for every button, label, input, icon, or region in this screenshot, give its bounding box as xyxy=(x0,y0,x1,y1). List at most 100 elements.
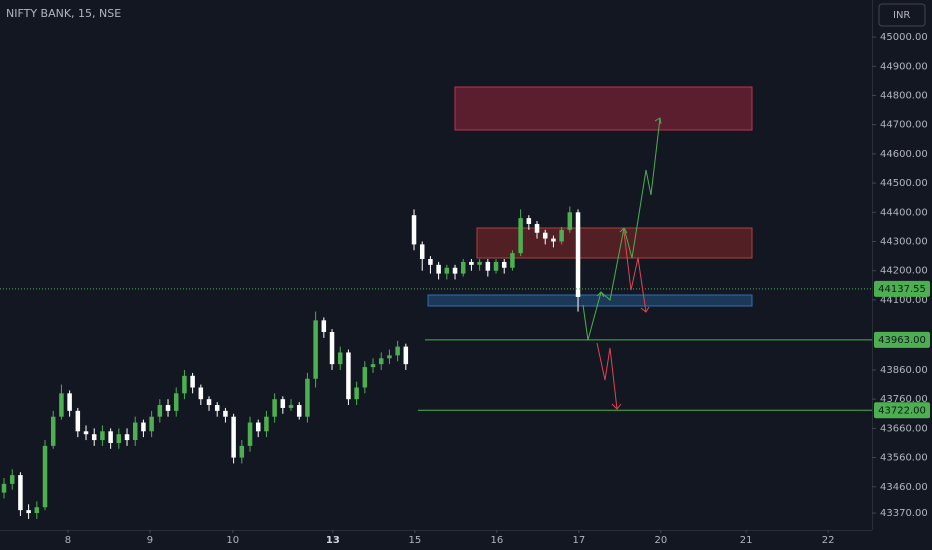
y-tick-label: 44700.00 xyxy=(880,120,928,131)
candle-body xyxy=(173,393,179,411)
candle-body xyxy=(296,405,302,417)
candle-body xyxy=(50,416,56,446)
candle-body xyxy=(91,434,97,441)
candle-body xyxy=(501,261,507,268)
y-tick-label: 44600.00 xyxy=(880,149,928,160)
candle-body xyxy=(239,445,245,458)
arrow-head xyxy=(611,403,622,410)
candle-body xyxy=(460,261,466,274)
arrow-head xyxy=(619,227,628,234)
candle-body xyxy=(116,434,122,443)
candle-body xyxy=(206,399,212,406)
candle-body xyxy=(182,375,187,394)
candle-body xyxy=(485,261,491,271)
candle-body xyxy=(231,416,236,458)
candle-body xyxy=(1,483,7,493)
candle-body xyxy=(477,261,482,265)
candle-body xyxy=(132,422,138,441)
candle-body xyxy=(67,393,72,411)
arrow-head xyxy=(640,306,650,313)
candle-body xyxy=(551,238,556,242)
supply-zone xyxy=(454,86,753,131)
candle-body xyxy=(272,399,277,417)
candle-body xyxy=(419,244,425,260)
candle-body xyxy=(247,422,253,446)
candle-body xyxy=(83,431,89,435)
y-tick-label: 43370.00 xyxy=(880,508,928,519)
candle-body xyxy=(198,387,204,400)
candle-body xyxy=(59,393,64,417)
candle-body xyxy=(42,445,48,508)
candle-body xyxy=(34,507,40,514)
candle-body xyxy=(403,346,409,365)
candle-body xyxy=(157,405,163,417)
x-tick-label: 9 xyxy=(147,535,153,546)
support-zone xyxy=(427,294,753,307)
x-tick-label: 20 xyxy=(654,535,667,546)
candle-body xyxy=(141,422,146,432)
candle-body xyxy=(329,332,335,365)
candle-body xyxy=(436,264,441,274)
y-tick-label: 44200.00 xyxy=(880,266,928,277)
y-tick-label: 44800.00 xyxy=(880,90,928,101)
y-tick-label: 43860.00 xyxy=(880,365,928,376)
candle-body xyxy=(214,405,220,411)
candle-body xyxy=(510,253,515,268)
candle-body xyxy=(280,399,286,408)
currency-button[interactable] xyxy=(878,3,926,27)
level-tag xyxy=(874,402,930,419)
candle-body xyxy=(288,405,294,408)
y-tick-label: 44900.00 xyxy=(880,61,928,72)
x-tick-label: 22 xyxy=(822,535,835,546)
candle-body xyxy=(362,367,368,388)
candle-body xyxy=(190,375,195,388)
x-tick-label: 10 xyxy=(226,535,239,546)
candle-body xyxy=(321,320,327,333)
y-tick-label: 44100.00 xyxy=(880,295,928,306)
level-label: 43722.00 xyxy=(878,405,926,416)
candle-body xyxy=(526,218,532,224)
candle-body xyxy=(567,212,573,230)
candle-body xyxy=(452,267,458,274)
candle-body xyxy=(378,358,384,365)
level-tag xyxy=(874,331,930,348)
y-tick-label: 43560.00 xyxy=(880,453,928,464)
candle-body xyxy=(124,434,130,441)
candle-body xyxy=(18,475,23,511)
bearish-projection xyxy=(596,342,618,410)
candle-body xyxy=(542,232,548,239)
y-tick-label: 43660.00 xyxy=(880,423,928,434)
candle-body xyxy=(469,261,474,265)
candle-body xyxy=(9,475,15,484)
candle-body xyxy=(149,416,154,432)
currency-label[interactable]: INR xyxy=(893,10,910,21)
candle-body xyxy=(100,431,105,441)
last-price-label: 44137.55 xyxy=(878,284,926,295)
y-tick-label: 45000.00 xyxy=(880,32,928,43)
x-tick-label: 21 xyxy=(740,535,753,546)
chart-title: NIFTY BANK, 15, NSE xyxy=(6,7,121,20)
last-price-tag xyxy=(874,280,930,297)
candle-body xyxy=(108,431,113,443)
resistance-zone xyxy=(476,227,753,259)
arrow-head xyxy=(654,117,662,125)
y-tick-label: 43460.00 xyxy=(880,482,928,493)
candle-body xyxy=(255,422,261,432)
x-tick-label: 16 xyxy=(490,535,503,546)
candle-body xyxy=(559,229,564,242)
x-tick-label: 15 xyxy=(408,535,421,546)
candle-body xyxy=(337,352,343,365)
candle-body xyxy=(395,346,400,356)
x-tick-label: 13 xyxy=(326,535,340,546)
candle-body xyxy=(313,320,318,379)
x-tick-label: 8 xyxy=(65,535,71,546)
y-tick-label: 44500.00 xyxy=(880,178,928,189)
level-label: 43963.00 xyxy=(878,335,926,346)
candle-body xyxy=(370,364,376,368)
candle-body xyxy=(223,410,228,417)
y-tick-label: 43760.00 xyxy=(880,394,928,405)
bearish-projection xyxy=(623,231,647,313)
